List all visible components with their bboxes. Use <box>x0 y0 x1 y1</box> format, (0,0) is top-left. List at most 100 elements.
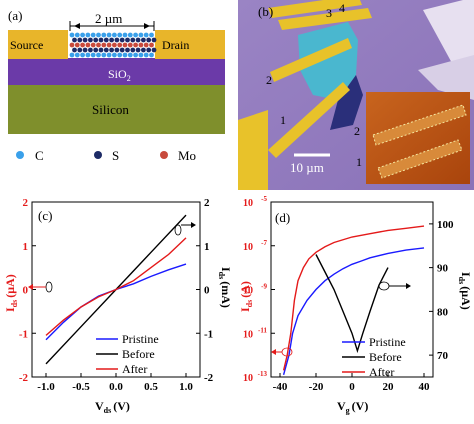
flake-atom <box>96 42 101 48</box>
flake-atom <box>127 52 133 58</box>
flake-atom <box>146 37 152 43</box>
inset-label-2: 2 <box>354 124 360 138</box>
y-label-right-d: Ids(μA) <box>457 272 473 310</box>
scale-arrow-left <box>74 23 80 29</box>
series-line-c-after <box>45 237 187 336</box>
drain-label: Drain <box>162 38 189 52</box>
electrode-label-3: 3 <box>326 6 332 20</box>
inset-label-1: 1 <box>356 155 362 169</box>
flake-atom <box>101 42 107 48</box>
pale-flake-top-right <box>423 0 474 65</box>
y-label-right-c-main: I <box>219 267 233 272</box>
flake-atom <box>125 47 130 53</box>
electrode-2 <box>270 38 352 82</box>
electrode-label-2: 2 <box>266 73 272 87</box>
left-axis-indicator-ellipse-c <box>45 281 53 293</box>
legend-c: Pristine Before After <box>96 332 159 376</box>
flake-atom <box>133 42 139 48</box>
flake-atom <box>146 47 152 53</box>
flake-atom <box>72 37 77 43</box>
flake-atom <box>98 47 104 53</box>
flake-atom <box>106 32 112 38</box>
source-electrode <box>8 30 68 59</box>
x-label-c-unit: (V) <box>113 399 130 413</box>
flake-atom <box>143 52 149 58</box>
x-tick-label-d: 20 <box>383 381 395 393</box>
flake-atom <box>141 37 146 43</box>
x-tick-label-c: 1.0 <box>179 381 193 393</box>
y-label-right-c: Ids(mA) <box>217 267 233 308</box>
left-axis-arrowhead-d <box>271 349 276 355</box>
panel-a-svg: 2 µm (a) Source Drain SiO2 Silicon C S M… <box>8 8 225 163</box>
legend-c-before-label: Before <box>122 347 155 361</box>
y-tick-exponent-left-d: -13 <box>258 370 268 378</box>
oxide-label-group: SiO2 <box>108 67 131 83</box>
flake-atom <box>80 42 85 48</box>
flake-atom <box>133 32 139 38</box>
x-tick-label-c: 0.5 <box>144 381 158 393</box>
x-tick-label-c: -1.0 <box>37 381 55 393</box>
flake-atom <box>130 37 136 43</box>
legend-d: Pristine Before After <box>342 335 406 379</box>
panel-c-tag: (c) <box>38 208 52 223</box>
electrode-label-1: 1 <box>280 113 286 127</box>
legend-c-after-label: After <box>122 362 147 376</box>
panel-d-transfer-chart: (d) Ids(A) Ids(μA) Vg (V) -40 -20 0 20 40 10 -5… <box>237 192 474 419</box>
panel-a-device-schematic: 2 µm (a) Source Drain SiO2 Silicon C S M… <box>0 0 237 190</box>
y-tick-label-left-c: 0 <box>23 285 29 297</box>
y-tick-label-right-d: 70 <box>437 350 449 362</box>
right-axis-arrowhead-c <box>191 222 196 228</box>
y-tick-label-right-d: 100 <box>437 219 454 231</box>
electrode-3 <box>268 0 362 18</box>
flake-atom <box>149 42 154 48</box>
x-tick-label-d: 0 <box>349 381 355 393</box>
scale-arrow-right <box>144 23 150 29</box>
flake-atom <box>85 42 91 48</box>
flake-atom <box>112 42 117 48</box>
panel-b-optical-micrograph: (b) 3 4 2 1 10 µm 2 1 <box>238 0 474 190</box>
x-label-d-main: V <box>337 399 346 413</box>
flake-atom <box>138 42 144 48</box>
flake-atom <box>133 52 139 58</box>
flake-atom <box>119 47 125 53</box>
right-axis-indicator-ellipse-c <box>174 224 182 236</box>
flake-atom <box>106 52 112 58</box>
y-tick-label-left-c: 2 <box>23 197 29 209</box>
y-label-left-c-unit: (μA) <box>3 274 17 297</box>
x-label-d-sub: g <box>346 406 350 415</box>
flake-atom <box>138 52 144 58</box>
flake-atom <box>74 32 80 38</box>
flake-atom <box>117 32 123 38</box>
electrode-1-pad <box>238 110 268 190</box>
flake-atom <box>85 32 91 38</box>
y-tick-label-right-c: -1 <box>204 328 213 340</box>
y-tick-exponent-left-d: -7 <box>261 239 267 247</box>
y-label-right-d-unit: (μA) <box>459 286 473 309</box>
ticks-d: -40 -20 0 20 40 10 -5 10 -7 10 -9 10 -11 10 -13 100 90 80… <box>243 195 454 393</box>
electrode-1-arm <box>268 82 350 158</box>
dark-flake <box>330 75 363 130</box>
legend-c-pristine-label: Pristine <box>122 332 159 346</box>
flake-atom <box>109 37 114 43</box>
y-label-left-d-sub: ds <box>245 300 254 308</box>
flake-atom <box>135 47 141 53</box>
flake-atom <box>143 42 149 48</box>
y-label-left-d-unit: (A) <box>238 281 252 298</box>
y-tick-label-left-c: -1 <box>19 328 28 340</box>
source-label: Source <box>10 38 43 52</box>
y-tick-label-left-d: 10 <box>243 242 253 253</box>
flake-atom <box>149 52 154 58</box>
sem-inset: 2 1 <box>354 92 470 184</box>
panel-b-tag: (b) <box>258 4 273 19</box>
flake-atom <box>106 42 112 48</box>
flake-atom <box>90 52 96 58</box>
x-tick-label-d: -40 <box>273 381 288 393</box>
flake-atom <box>88 37 93 43</box>
x-label-d: Vg (V) <box>337 399 368 415</box>
flake-atom <box>130 47 136 53</box>
panel-b-svg: (b) 3 4 2 1 10 µm 2 1 <box>238 0 474 190</box>
legend-d-pristine-label: Pristine <box>369 335 406 349</box>
flake-atom <box>90 42 96 48</box>
flake-atom <box>125 37 130 43</box>
